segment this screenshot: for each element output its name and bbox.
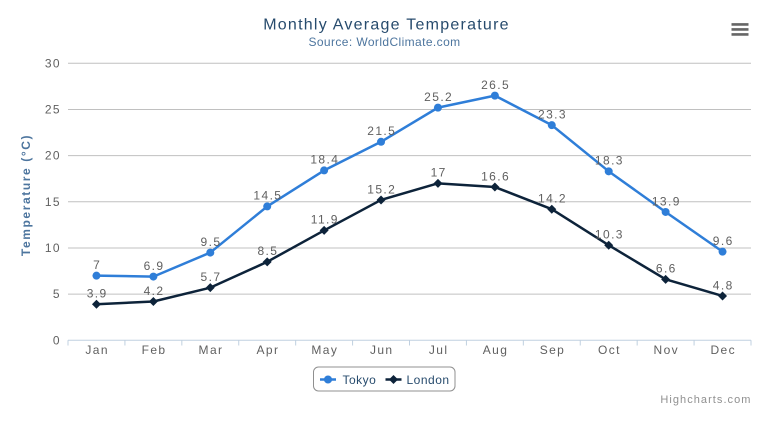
svg-text:Source: WorldClimate.com: Source: WorldClimate.com [308,35,460,49]
svg-text:0: 0 [53,333,61,347]
svg-text:30: 30 [45,56,61,70]
svg-text:Highcharts.com: Highcharts.com [660,394,751,406]
svg-text:Oct: Oct [598,343,621,357]
svg-text:Jun: Jun [370,343,394,357]
svg-text:16.6: 16.6 [481,169,510,183]
svg-text:25.2: 25.2 [424,90,453,104]
svg-text:Dec: Dec [710,343,736,357]
svg-text:10: 10 [45,241,61,255]
svg-text:Mar: Mar [199,343,224,357]
svg-text:9.5: 9.5 [201,235,222,249]
svg-text:4.2: 4.2 [144,284,165,298]
svg-text:9.6: 9.6 [713,234,734,248]
svg-text:Aug: Aug [483,343,509,357]
svg-text:Tokyo: Tokyo [343,373,377,387]
svg-text:20: 20 [45,149,61,163]
svg-text:Apr: Apr [256,343,279,357]
svg-text:10.3: 10.3 [595,228,624,242]
svg-text:17: 17 [431,166,447,180]
svg-text:11.9: 11.9 [311,213,339,227]
svg-text:Nov: Nov [654,343,680,357]
svg-text:8.5: 8.5 [257,244,278,258]
svg-text:23.3: 23.3 [538,107,567,121]
svg-text:6.9: 6.9 [144,259,165,273]
svg-text:Feb: Feb [142,343,167,357]
svg-text:May: May [311,343,338,357]
svg-text:Jan: Jan [85,343,109,357]
svg-text:4.8: 4.8 [713,278,734,292]
svg-text:5: 5 [53,287,61,301]
svg-text:25: 25 [45,102,61,116]
svg-text:21.5: 21.5 [367,124,396,138]
svg-text:13.9: 13.9 [652,194,681,208]
svg-text:Temperature (°C): Temperature (°C) [19,134,33,256]
svg-text:18.4: 18.4 [310,153,339,167]
svg-text:Jul: Jul [429,343,449,357]
svg-text:26.5: 26.5 [481,78,510,92]
svg-text:Monthly Average Temperature: Monthly Average Temperature [263,17,510,34]
svg-text:18.3: 18.3 [595,154,624,168]
svg-text:5.7: 5.7 [201,270,222,284]
svg-text:7: 7 [93,258,101,272]
svg-text:Sep: Sep [540,343,566,357]
svg-text:14.5: 14.5 [253,189,282,203]
svg-text:15.2: 15.2 [367,182,396,196]
svg-text:14.2: 14.2 [538,191,567,205]
svg-text:15: 15 [45,195,61,209]
svg-text:3.9: 3.9 [87,287,108,301]
svg-text:6.6: 6.6 [656,262,677,276]
svg-text:London: London [407,373,450,387]
